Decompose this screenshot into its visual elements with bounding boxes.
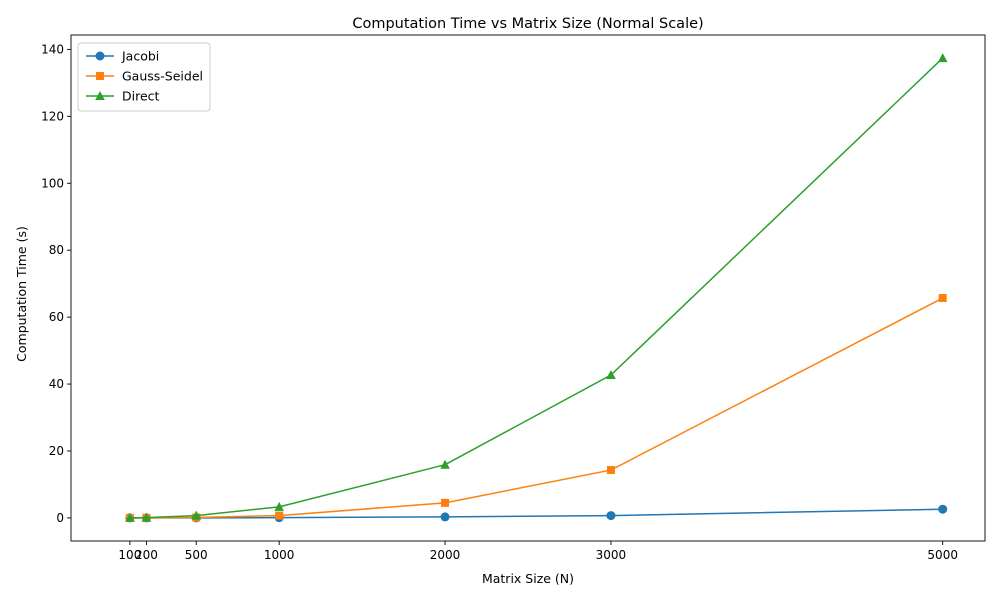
x-tick-label: 5000: [927, 548, 958, 562]
legend-marker-gauss-seidel: [96, 72, 104, 80]
legend-box: [77, 42, 211, 112]
data-point-gauss-seidel: [275, 511, 284, 520]
y-tick-label: 0: [56, 511, 64, 525]
data-point-direct: [274, 501, 284, 511]
x-tick-label: 3000: [596, 548, 627, 562]
x-axis-label: Matrix Size (N): [482, 571, 574, 586]
data-point-direct: [606, 370, 616, 380]
data-point-direct: [125, 512, 135, 522]
data-point-gauss-seidel: [441, 498, 450, 507]
legend-label-direct: Direct: [122, 89, 160, 104]
y-tick-label: 140: [41, 42, 64, 56]
x-tick-label: 500: [185, 548, 208, 562]
data-point-jacobi: [938, 504, 948, 514]
data-point-gauss-seidel: [938, 294, 947, 303]
legend-label-jacobi: Jacobi: [121, 49, 159, 64]
y-axis-label: Computation Time (s): [14, 226, 29, 362]
data-point-gauss-seidel: [606, 466, 615, 475]
y-tick-label: 20: [49, 444, 64, 458]
series-line-gauss-seidel: [129, 297, 944, 519]
plot-frame: [70, 34, 986, 542]
data-point-jacobi: [606, 511, 616, 521]
data-point-direct: [937, 53, 948, 63]
y-tick-label: 40: [49, 377, 64, 391]
y-tick-label: 100: [41, 176, 64, 190]
series-line-direct: [129, 57, 944, 519]
legend: Jacobi Gauss-Seidel Direct: [77, 42, 211, 112]
y-tick-label: 80: [49, 243, 64, 257]
x-tick-label: 2000: [430, 548, 461, 562]
data-point-direct: [141, 512, 152, 522]
x-tick-label: 100: [118, 548, 141, 562]
data-point-direct: [440, 459, 450, 469]
y-tick-label: 60: [49, 310, 64, 324]
x-tick-label: 200: [135, 548, 158, 562]
legend-marker-direct: [95, 91, 105, 100]
legend-label-gauss-seidel: Gauss-Seidel: [122, 69, 203, 84]
chart-title: Computation Time vs Matrix Size (Normal …: [352, 16, 703, 32]
y-tick-label: 120: [41, 109, 64, 123]
legend-marker-jacobi: [95, 51, 105, 61]
data-point-jacobi: [440, 512, 450, 522]
data-point-direct: [191, 510, 202, 520]
x-tick-label: 1000: [264, 548, 295, 562]
